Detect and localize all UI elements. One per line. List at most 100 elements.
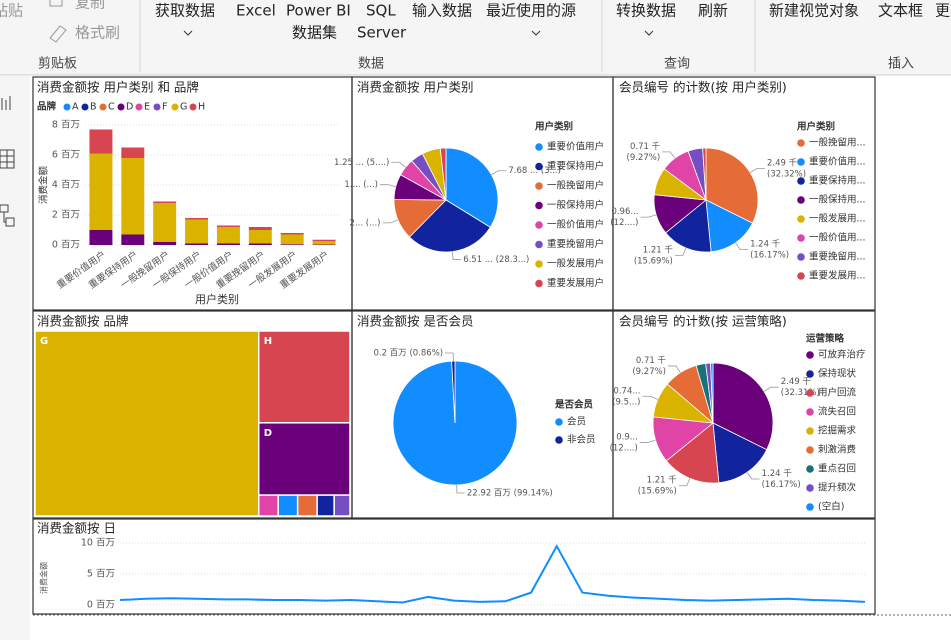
- legend-label: 刺激消费: [818, 444, 856, 456]
- pie-slice: [710, 362, 714, 424]
- bar-segment: [216, 243, 240, 245]
- data-label: 1.... (...): [344, 180, 378, 190]
- legend-marker: [535, 279, 543, 288]
- data-label: 1.21 千: [643, 244, 674, 255]
- group-label: 插入: [888, 57, 914, 72]
- visual-borders: [32, 76, 876, 615]
- group-label: 数据: [358, 57, 384, 72]
- legend-label: 重要保持用...: [809, 175, 866, 187]
- data-label: (15.69%): [634, 256, 673, 266]
- data-label: 1.25 ... (5....): [334, 158, 389, 168]
- treemap-tile: [296, 494, 318, 517]
- transform-data-button[interactable]: 转换数据: [616, 2, 676, 20]
- data-label: (32.31%): [781, 388, 820, 398]
- pie-slice: [665, 199, 712, 253]
- visual-title: 消费金额按 品牌: [37, 314, 128, 329]
- pie-slice: [408, 199, 491, 253]
- tile-label: D: [264, 428, 272, 439]
- legend-label: D: [126, 102, 133, 113]
- data-label: (15.69%): [638, 487, 677, 497]
- bar-segment: [121, 234, 145, 245]
- visual-title: 会员编号 的计数(按 运营策略): [619, 314, 787, 329]
- y-tick-label: 8 百万: [52, 120, 80, 131]
- sidebar: [0, 76, 30, 640]
- legend-marker: [535, 260, 543, 268]
- pbi-dataset-button[interactable]: Power BI: [286, 2, 351, 20]
- y-tick-label: 6 百万: [52, 150, 80, 161]
- leader-line: [678, 478, 691, 487]
- data-label: (9.5...): [612, 397, 640, 407]
- data-label: 0.9...: [616, 432, 638, 442]
- leader-line: [456, 484, 465, 494]
- refresh-button[interactable]: 刷新: [698, 2, 728, 20]
- treemap-tile: [316, 494, 335, 517]
- legend-marker: [806, 484, 814, 492]
- leader-line: [749, 167, 765, 173]
- paste-button[interactable]: 粘贴: [0, 2, 23, 20]
- table-view-icon[interactable]: [0, 149, 15, 169]
- legend-marker: [797, 215, 805, 223]
- treemap-tile: [257, 494, 279, 517]
- bar-segment: [185, 243, 209, 245]
- data-label: 0.71 千: [636, 355, 667, 366]
- report-view-icon[interactable]: [1, 96, 11, 110]
- legend-label: 一般挽留用户: [547, 180, 604, 192]
- pie-slice: [705, 199, 754, 253]
- text-box-button[interactable]: 文本框: [878, 2, 923, 20]
- legend-marker: [535, 221, 543, 229]
- visual-title: 会员编号 的计数(按 用户类别): [619, 80, 787, 95]
- tile-label: H: [264, 336, 272, 347]
- model-view-icon[interactable]: [0, 204, 15, 227]
- data-label: 0.74...: [613, 386, 640, 396]
- legend-marker: [135, 103, 143, 111]
- data-label: (16.17%): [762, 480, 801, 490]
- legend-marker: [535, 182, 543, 190]
- legend-label: 重要发展用户: [547, 277, 604, 289]
- format-painter-button[interactable]: 格式刷: [75, 24, 120, 42]
- group-label: 查询: [664, 57, 690, 72]
- y-tick-label: 2 百万: [52, 210, 80, 221]
- tile-label: G: [40, 336, 48, 347]
- treemap-tile: [257, 422, 351, 496]
- legend-label: 一般价值用...: [809, 232, 866, 244]
- leader-line: [640, 214, 657, 218]
- bar-segment: [248, 243, 272, 245]
- legend-label: 用户回流: [818, 387, 857, 399]
- legend-marker: [189, 103, 197, 111]
- y-axis-title: 消费金额: [38, 166, 50, 205]
- copy-icon: [49, 0, 63, 7]
- bar-segment: [280, 244, 304, 245]
- sql-server-button[interactable]: Server: [357, 24, 407, 42]
- bar-segment: [280, 234, 304, 245]
- bar-segment: [153, 203, 177, 242]
- legend-label: 一般保持用...: [809, 194, 866, 206]
- leader-line: [674, 247, 687, 256]
- leader-line: [642, 395, 658, 400]
- legend-label: (空白): [818, 501, 844, 513]
- legend-marker: [117, 103, 125, 111]
- sql-server-button[interactable]: SQL: [366, 2, 396, 20]
- recent-sources-button[interactable]: 最近使用的源: [486, 2, 576, 20]
- bar-segment: [89, 153, 113, 230]
- enter-data-button[interactable]: 输入数据: [412, 2, 472, 20]
- legend-title: 用户类别: [796, 121, 835, 133]
- legend-marker: [555, 436, 563, 444]
- excel-button[interactable]: Excel: [236, 2, 276, 20]
- leader-line: [451, 251, 462, 260]
- legend-marker: [535, 201, 543, 210]
- copy-button[interactable]: 复制: [75, 0, 105, 12]
- leader-line: [382, 219, 399, 224]
- get-data-button[interactable]: 获取数据: [155, 2, 215, 20]
- more-visuals-button[interactable]: 更: [935, 2, 950, 20]
- legend-label: 一般发展用户: [547, 258, 604, 270]
- legend-marker: [81, 103, 89, 111]
- legend-marker: [99, 103, 107, 111]
- legend-label: 重要价值用户: [547, 141, 604, 153]
- new-visual-button[interactable]: 新建视觉对象: [769, 2, 859, 20]
- pbi-dataset-button[interactable]: 数据集: [292, 24, 337, 42]
- bar-segment: [280, 233, 304, 235]
- legend-label: 重要保持用户: [547, 160, 604, 172]
- legend-label: B: [90, 102, 97, 113]
- data-label: (12....): [610, 443, 638, 453]
- data-label: (9.27%): [627, 153, 661, 163]
